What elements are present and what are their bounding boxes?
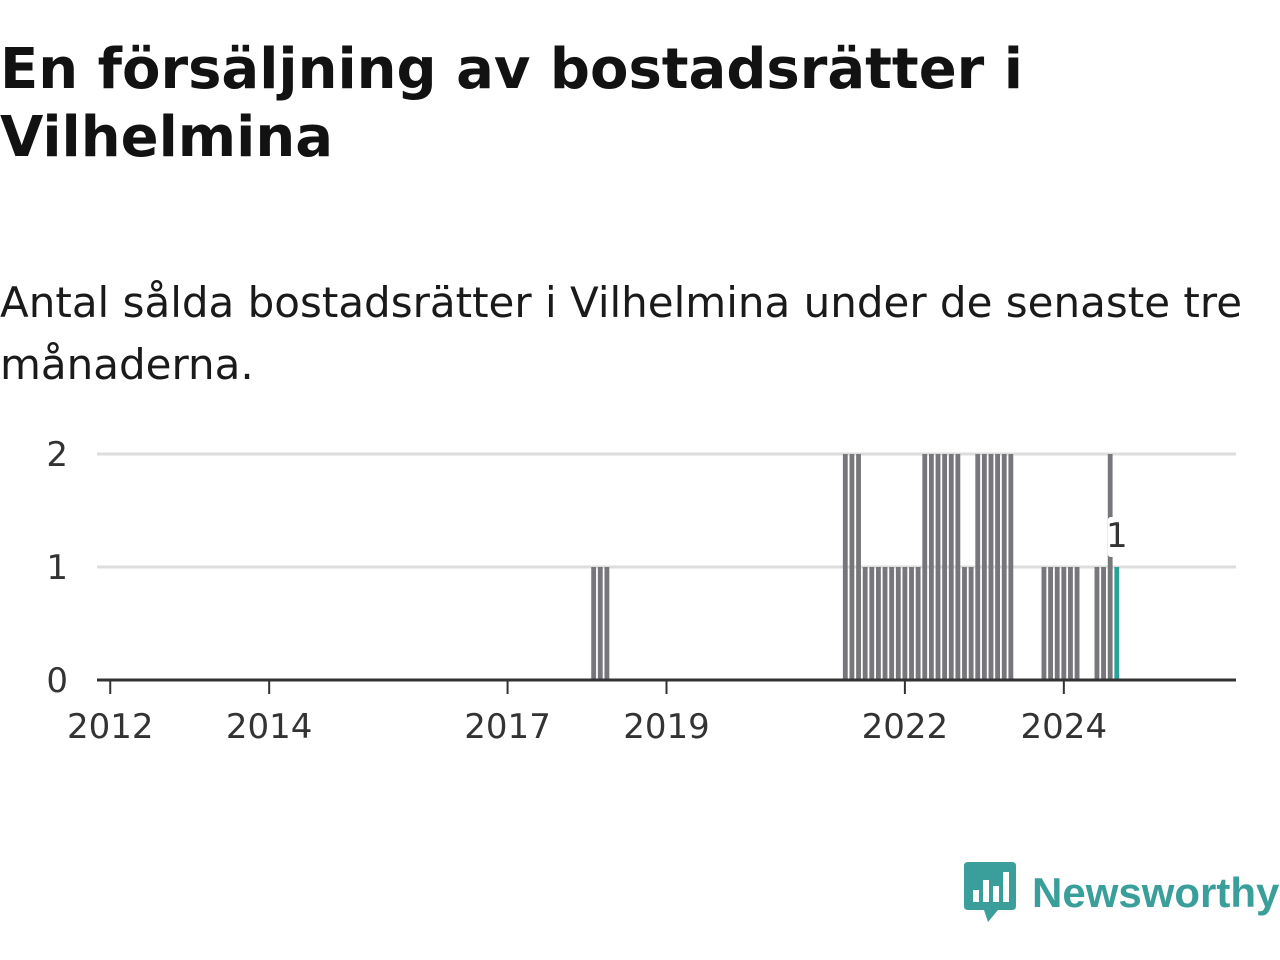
bar [922,454,928,680]
newsworthy-logo: Newsworthy [964,862,1279,924]
y-tick-label: 0 [46,661,68,701]
bar [875,567,881,680]
annotation-label: 1 [1106,516,1128,556]
labels: 0 1 2 2012 2014 2017 2019 2022 2024 1 [46,435,1127,747]
x-tick-label: 2014 [226,707,313,747]
bar [1054,567,1060,680]
x-tick-label: 2019 [623,707,710,747]
bar [604,567,610,680]
bar [597,567,603,680]
bar [1061,567,1067,680]
x-tick-label: 2024 [1021,707,1108,747]
chart-subtitle: Antal sålda bostadsrätter i Vilhelmina u… [0,278,1243,389]
bar [1094,567,1100,680]
bar [849,454,855,680]
bar [889,567,895,680]
bar [862,567,868,680]
bar [928,454,934,680]
brand-name: Newsworthy [1032,869,1280,916]
x-tick-label: 2022 [862,707,949,747]
bar [988,454,994,680]
bar [591,567,597,680]
y-tick-label: 1 [46,548,68,588]
bar [995,454,1001,680]
chart-title: En försäljning av bostadsrätter i Vilhel… [0,37,1023,170]
bar [882,567,888,680]
bar [968,567,974,680]
bars [591,454,1120,680]
x-tick-label: 2017 [464,707,551,747]
axes [97,678,1236,694]
bar [909,567,914,680]
bar [842,454,848,680]
bar [1074,567,1080,680]
bar [895,567,901,680]
bar [942,454,948,680]
bar [902,567,908,680]
bar [869,567,875,680]
bar [1001,454,1007,680]
bar [1068,567,1073,680]
bar [981,454,987,680]
bar [975,454,981,680]
bar [1107,454,1113,680]
bar [1101,567,1106,680]
y-tick-label: 2 [46,435,68,475]
bar [1008,454,1014,680]
annotation-background [1107,517,1126,557]
bar-chart: 0 1 2 2012 2014 2017 2019 2022 2024 1 [46,435,1236,747]
bar [955,454,961,680]
bar [1114,567,1120,680]
bar [915,567,921,680]
bar [1048,567,1053,680]
bar [935,454,941,680]
bar [948,454,954,680]
gridlines [97,452,1236,569]
newsworthy-logo-icon [964,862,1016,922]
bar [1041,567,1047,680]
bar [856,454,861,680]
x-tick-label: 2012 [67,707,154,747]
bar [962,567,967,680]
